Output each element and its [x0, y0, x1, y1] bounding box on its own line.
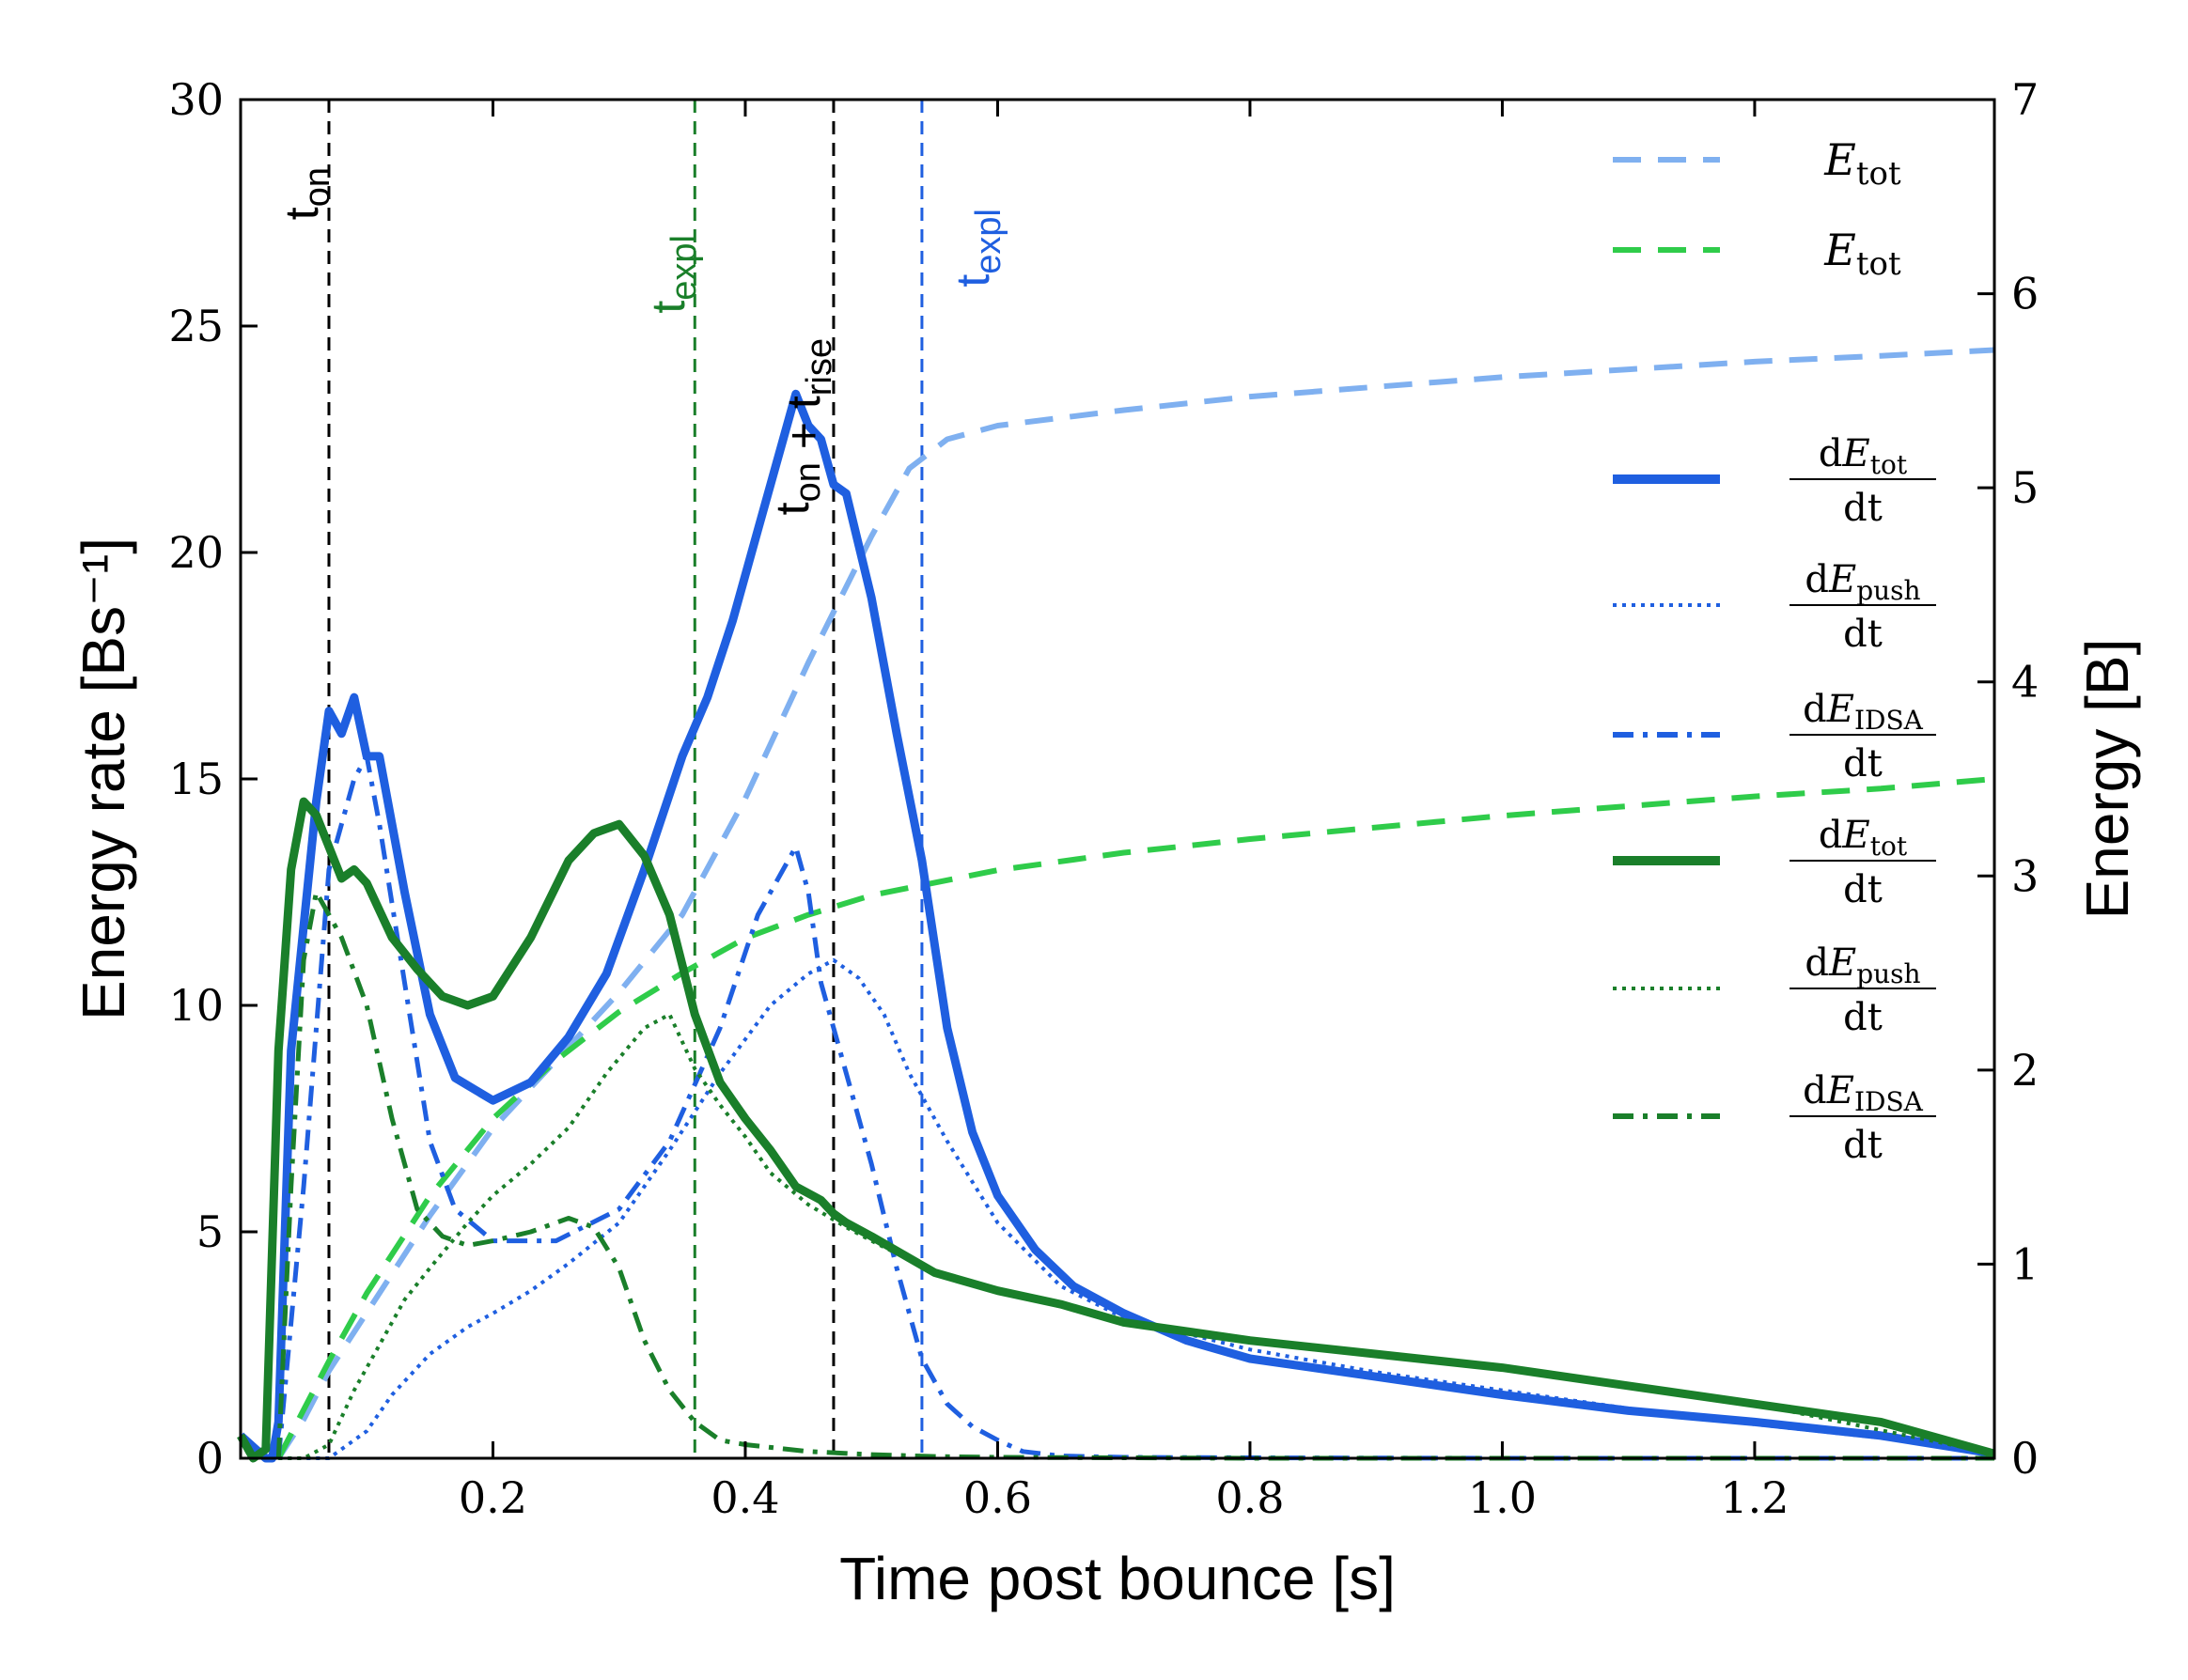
- y-tick-label: 20: [168, 527, 224, 578]
- series-line-e-tot-blue-: [275, 347, 1995, 1460]
- legend-label-denominator: dt: [1843, 868, 1883, 911]
- vertical-line-label-3: texpl: [946, 209, 1008, 288]
- legend-label-numerator: dEtot: [1819, 432, 1908, 480]
- series-line-de-idsa-dt-blue-: [275, 754, 1994, 1461]
- y2-tick-label: 3: [2011, 850, 2039, 901]
- x-tick-label: 0.4: [711, 1472, 779, 1523]
- x-tick-label: 0.2: [459, 1472, 527, 1523]
- legend-label-denominator: dt: [1843, 742, 1883, 786]
- x-axis-title: Time post bounce [s]: [839, 1545, 1396, 1612]
- y-tick-label: 10: [168, 980, 224, 1031]
- legend-label-numerator: dEpush: [1805, 941, 1920, 989]
- legend-label-denominator: dt: [1843, 487, 1883, 530]
- legend-label-numerator: dEIDSA: [1803, 1069, 1924, 1117]
- vertical-line-labels: ton texpl ton + trise texpl: [275, 167, 1008, 515]
- x-tick-label: 0.8: [1215, 1472, 1284, 1523]
- y-tick-label: 15: [168, 754, 224, 804]
- legend-label: Etot: [1823, 134, 1901, 193]
- y2-tick-label: 5: [2011, 462, 2039, 513]
- series-line-de-tot-dt-green-: [237, 797, 1996, 1463]
- plot-frame: [239, 98, 1996, 1460]
- legend-label-numerator: dEIDSA: [1803, 688, 1924, 736]
- series-line-de-tot-dt-blue-: [237, 389, 1995, 1463]
- y2-tick-label: 6: [2011, 269, 2039, 319]
- series-line-de-push-dt-blue-: [278, 957, 1995, 1460]
- legend-label-denominator: dt: [1843, 613, 1883, 656]
- y2-tick-label: 1: [2011, 1238, 2039, 1289]
- y2-tick-label: 2: [2011, 1045, 2039, 1096]
- vertical-line-label-2: ton + trise: [766, 338, 839, 515]
- y-tick-label: 30: [168, 74, 224, 125]
- plot-area: [237, 100, 1996, 1463]
- y-axis-title: Energy rate [Bs⁻¹]: [70, 537, 137, 1020]
- y2-axis-title: Energy [B]: [2073, 639, 2141, 920]
- x-tick-label: 1.0: [1468, 1472, 1537, 1523]
- y2-tick-label: 0: [2011, 1433, 2039, 1484]
- legend-label-numerator: dEpush: [1805, 558, 1920, 606]
- y-tick-label: 5: [196, 1206, 224, 1257]
- series-line-de-idsa-dt-green-: [275, 890, 1994, 1461]
- y-tick-label: 25: [168, 301, 224, 351]
- x-tick-label: 1.2: [1720, 1472, 1789, 1523]
- y2-tick-label: 7: [2011, 74, 2039, 125]
- legend-label-denominator: dt: [1843, 1124, 1883, 1167]
- legend-label: Etot: [1823, 225, 1901, 283]
- legend: Etot Etot dEtot dt dEpush dt dEIDSA dt dEtot dt dE…: [1613, 134, 1936, 1167]
- legend-label-numerator: dEtot: [1819, 814, 1908, 862]
- vertical-line-label-1: texpl: [642, 235, 704, 314]
- series-line-e-tot-green-: [275, 776, 1995, 1460]
- series-line-de-push-dt-green-: [278, 1012, 1995, 1460]
- y2-tick-label: 4: [2011, 657, 2039, 708]
- axes: 0.2 0.4 0.6 0.8 1.0 1.2 0 5 10 15 20 25 30 0 1 2 3 4 5 6 7 Ti…: [70, 74, 2141, 1612]
- vertical-line-label-0: ton: [275, 167, 337, 220]
- legend-label-denominator: dt: [1843, 996, 1883, 1039]
- x-tick-label: 0.6: [963, 1472, 1032, 1523]
- y-tick-label: 0: [196, 1433, 224, 1484]
